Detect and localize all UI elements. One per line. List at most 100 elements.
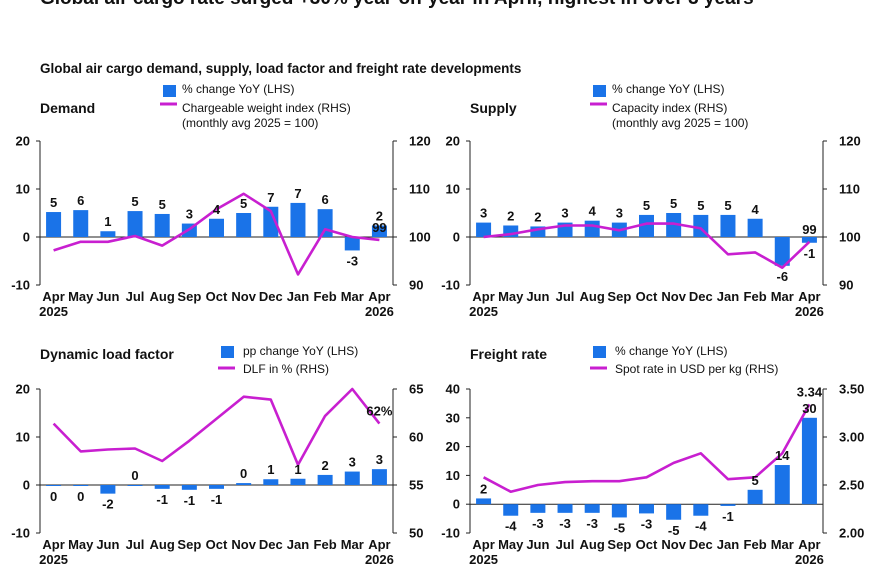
bar-data-label: 5: [50, 195, 57, 210]
bar: [127, 485, 143, 486]
bar: [236, 213, 252, 237]
legend-entry: % change YoY (LHS): [612, 82, 725, 96]
line-end-label: 99: [372, 220, 386, 235]
bar: [720, 214, 736, 237]
category-label: May: [68, 289, 94, 304]
category-label: Mar: [771, 289, 794, 304]
right-tick-label: 110: [839, 182, 860, 197]
bar: [290, 202, 306, 237]
bar-data-label: 3: [616, 206, 623, 221]
category-label: Jun: [526, 289, 549, 304]
bar: [747, 218, 763, 237]
bar: [530, 226, 546, 237]
category-label: Mar: [341, 289, 364, 304]
left-tick-label: 20: [446, 439, 460, 454]
left-tick-label: -10: [441, 526, 460, 541]
right-tick-label: 65: [409, 382, 423, 397]
bar-data-label: 0: [131, 468, 138, 483]
category-label: Apr: [472, 289, 494, 304]
series-line: [52, 387, 381, 467]
category-label: Oct: [636, 537, 658, 552]
panel-title: Demand: [40, 100, 95, 116]
category-label: May: [498, 289, 524, 304]
right-tick-label: 3.50: [839, 382, 864, 397]
bar-data-label: -3: [559, 516, 571, 531]
category-label: Sep: [177, 289, 201, 304]
bar: [371, 225, 387, 237]
bar-data-label: -3: [532, 516, 544, 531]
bar-data-label: 2: [321, 458, 328, 473]
category-label: Jan: [287, 537, 309, 552]
left-tick-label: 20: [16, 382, 30, 397]
bar-data-label: -2: [102, 497, 114, 512]
bar-data-label: 0: [50, 489, 57, 504]
category-label: Apr: [368, 537, 390, 552]
bar: [801, 417, 817, 505]
left-tick-label: 0: [453, 497, 460, 512]
bar: [290, 478, 306, 485]
bar: [503, 225, 519, 237]
bar-data-label: 5: [159, 197, 166, 212]
left-tick-label: 20: [446, 134, 460, 149]
bar-data-label: 5: [643, 198, 650, 213]
bar-data-label: 5: [751, 473, 758, 488]
bar: [73, 485, 89, 486]
bar-data-label: -4: [695, 519, 707, 534]
bar-data-label: 2: [376, 208, 383, 223]
category-label: Apr: [798, 537, 820, 552]
bar: [584, 220, 600, 237]
category-label: Feb: [744, 289, 767, 304]
bar: [317, 209, 333, 237]
bar: [344, 471, 360, 485]
category-label: Jul: [126, 537, 145, 552]
bar: [639, 504, 654, 514]
left-tick-label: 0: [453, 230, 460, 245]
bar: [209, 485, 224, 489]
category-label: Jan: [717, 289, 739, 304]
bar-data-label: 3: [349, 455, 356, 470]
left-tick-label: 0: [23, 230, 30, 245]
right-tick-label: 120: [839, 134, 861, 149]
bar-data-label: 3: [561, 206, 568, 221]
bar-data-label: 3: [186, 207, 193, 222]
bar: [611, 504, 627, 518]
legend-entry: (monthly avg 2025 = 100): [612, 116, 748, 130]
year-label-start: 2025: [39, 552, 68, 567]
bar-data-label: 6: [321, 192, 328, 207]
category-label: Feb: [314, 537, 337, 552]
right-tick-label: 60: [409, 430, 423, 445]
year-label-start: 2025: [469, 304, 498, 319]
series-line: [483, 222, 811, 270]
year-label-start: 2025: [39, 304, 68, 319]
bar: [127, 211, 143, 237]
legend-entry: % change YoY (LHS): [182, 82, 295, 96]
bar-data-label: 4: [213, 202, 221, 217]
category-label: May: [68, 537, 94, 552]
bar: [476, 498, 492, 505]
line-end-label: 62%: [366, 404, 392, 419]
year-label-end: 2026: [795, 304, 824, 319]
bar-data-label: 7: [267, 190, 274, 205]
bar-data-label: 2: [534, 209, 541, 224]
bar-data-label: 5: [131, 194, 138, 209]
bar: [344, 237, 360, 251]
bar-data-label: 1: [294, 462, 301, 477]
year-label-end: 2026: [795, 552, 824, 567]
category-label: Apr: [472, 537, 494, 552]
legend-entry: Chargeable weight index (RHS): [182, 101, 351, 115]
bar-data-label: -1: [156, 492, 168, 507]
bar: [73, 210, 89, 237]
category-label: Jun: [96, 289, 119, 304]
bar: [774, 465, 790, 505]
line-end-label: 3.34: [797, 384, 823, 399]
bar: [584, 504, 600, 513]
right-tick-label: 110: [409, 182, 430, 197]
category-label: Aug: [580, 537, 605, 552]
bar-data-label: 5: [724, 198, 731, 213]
bar-data-label: 2: [480, 481, 487, 496]
category-label: Jun: [96, 537, 119, 552]
category-label: Oct: [206, 537, 228, 552]
page-title: Global air cargo rate surged +30% year-o…: [40, 0, 754, 10]
bar-data-label: 5: [240, 196, 247, 211]
